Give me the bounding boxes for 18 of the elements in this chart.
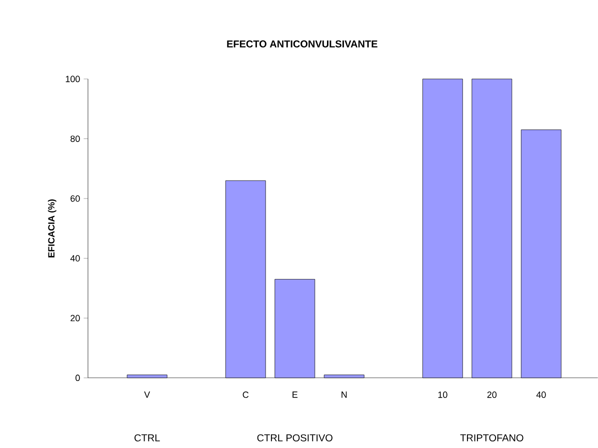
text: CTRL POSITIVO [257,434,332,442]
x-tick-label: 20 [487,392,497,398]
y-tick-label: 40 [70,255,80,262]
y-tick-label: 60 [70,195,80,202]
x-tick-label: C [242,392,249,398]
x-tick-label: N [342,392,347,398]
x-tick-label: 40 [536,392,546,398]
text: TRIPTOFANO [460,434,524,442]
y-tick-label: 20 [70,314,80,322]
text: CTRL [134,434,160,442]
x-tick-label: V [144,392,150,398]
y-tick-label: 100 [66,76,80,82]
x-tick-label: E [292,392,298,398]
y-tick-label: 0 [76,374,80,382]
x-tick-label: 10 [438,392,448,398]
chart-title: EFECTO ANTICONVULSIVANTE [227,40,378,48]
y-axis-title: EFICACIA (%) [48,199,56,258]
y-tick-label: 80 [70,136,80,142]
